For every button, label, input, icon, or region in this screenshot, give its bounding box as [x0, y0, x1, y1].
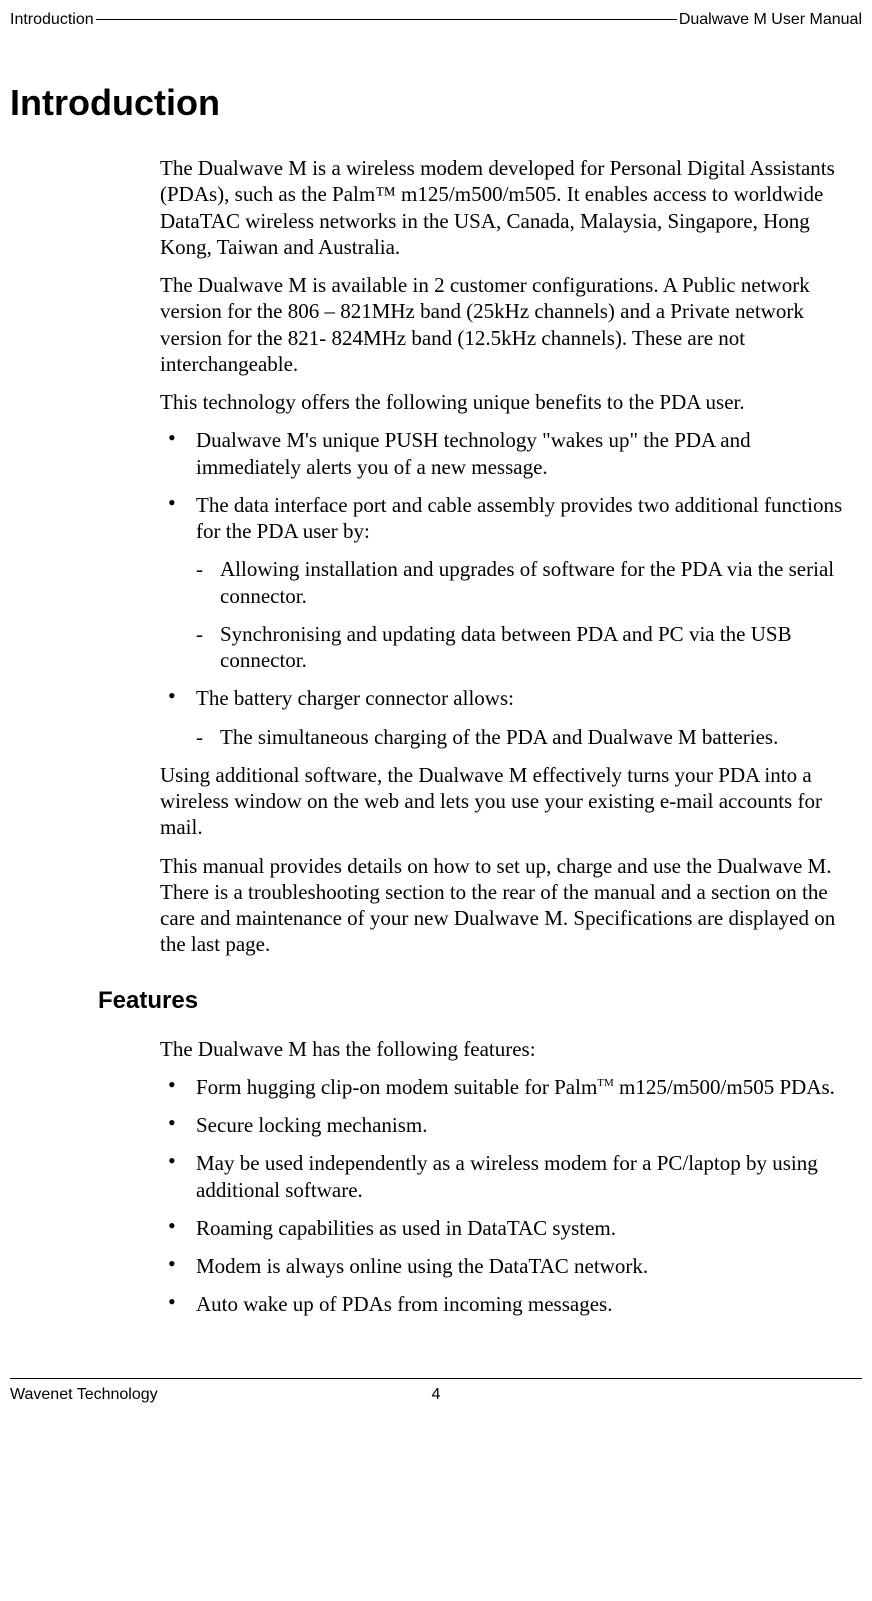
feature-sup: TM	[597, 1077, 614, 1089]
page-header: Introduction Dualwave M User Manual	[10, 10, 862, 30]
bullet-text: The battery charger connector allows:	[196, 686, 514, 710]
list-item: The data interface port and cable assemb…	[160, 492, 856, 674]
page-title: Introduction	[10, 80, 862, 125]
intro-body: The Dualwave M is a wireless modem devel…	[160, 155, 856, 958]
header-right: Dualwave M User Manual	[679, 10, 862, 30]
footer-company: Wavenet Technology	[10, 1385, 158, 1405]
list-item: May be used independently as a wireless …	[160, 1150, 856, 1203]
list-item: Secure locking mechanism.	[160, 1112, 856, 1138]
sub-item: Allowing installation and upgrades of so…	[196, 556, 856, 609]
feature-text-post: m125/m500/m505 PDAs.	[614, 1075, 835, 1099]
feature-text-pre: Secure locking mechanism.	[196, 1113, 428, 1137]
features-heading: Features	[98, 986, 862, 1016]
features-body: The Dualwave M has the following feature…	[160, 1036, 856, 1318]
features-lead: The Dualwave M has the following feature…	[160, 1036, 856, 1062]
feature-text-pre: May be used independently as a wireless …	[196, 1151, 818, 1201]
header-left: Introduction	[10, 10, 94, 30]
feature-text-pre: Roaming capabilities as used in DataTAC …	[196, 1216, 616, 1240]
footer-page: 4	[158, 1385, 715, 1405]
intro-p3: This technology offers the following uni…	[160, 389, 856, 415]
intro-p4: Using additional software, the Dualwave …	[160, 762, 856, 841]
page: Introduction Dualwave M User Manual Intr…	[0, 0, 872, 1601]
list-item: Roaming capabilities as used in DataTAC …	[160, 1215, 856, 1241]
feature-text-pre: Modem is always online using the DataTAC…	[196, 1254, 648, 1278]
bullet-text: Dualwave M's unique PUSH technology "wak…	[196, 428, 751, 478]
list-item: Dualwave M's unique PUSH technology "wak…	[160, 427, 856, 480]
list-item: Modem is always online using the DataTAC…	[160, 1253, 856, 1279]
sub-list: The simultaneous charging of the PDA and…	[196, 724, 856, 750]
list-item: Auto wake up of PDAs from incoming messa…	[160, 1291, 856, 1317]
feature-text-pre: Auto wake up of PDAs from incoming messa…	[196, 1292, 612, 1316]
sub-list: Allowing installation and upgrades of so…	[196, 556, 856, 673]
bullet-text: The data interface port and cable assemb…	[196, 493, 842, 543]
list-item: The battery charger connector allows: Th…	[160, 685, 856, 750]
header-rule	[96, 19, 677, 20]
intro-bullets: Dualwave M's unique PUSH technology "wak…	[160, 427, 856, 750]
sub-item: Synchronising and updating data between …	[196, 621, 856, 674]
features-list: Form hugging clip-on modem suitable for …	[160, 1074, 856, 1318]
list-item: Form hugging clip-on modem suitable for …	[160, 1074, 856, 1100]
sub-item: The simultaneous charging of the PDA and…	[196, 724, 856, 750]
page-footer: Wavenet Technology 4 Wavenet Technology	[10, 1379, 862, 1417]
intro-p1: The Dualwave M is a wireless modem devel…	[160, 155, 856, 260]
intro-p2: The Dualwave M is available in 2 custome…	[160, 272, 856, 377]
intro-p5: This manual provides details on how to s…	[160, 853, 856, 958]
feature-text-pre: Form hugging clip-on modem suitable for …	[196, 1075, 597, 1099]
